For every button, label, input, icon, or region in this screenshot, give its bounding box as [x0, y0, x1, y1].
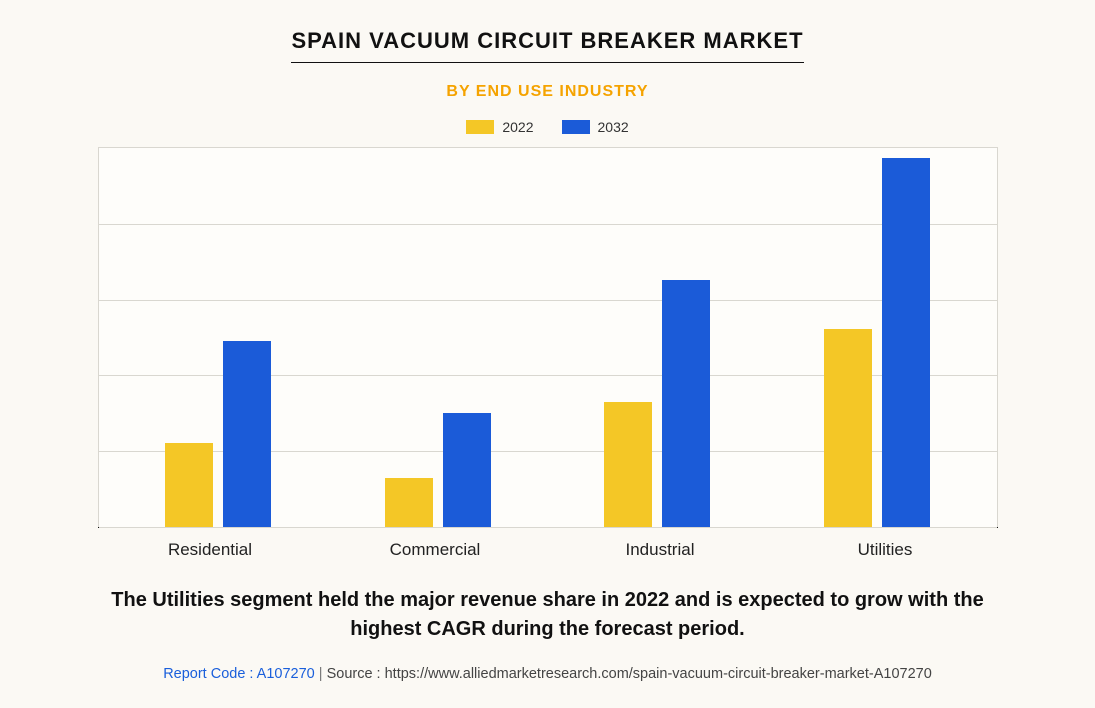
legend-label: 2032 — [598, 119, 629, 135]
bar — [824, 329, 872, 527]
report-code: Report Code : A107270 — [163, 666, 315, 682]
bar — [604, 402, 652, 527]
x-axis-label: Utilities — [795, 540, 975, 560]
bar-group — [128, 341, 308, 527]
bar-group — [567, 280, 747, 527]
bar — [662, 280, 710, 527]
x-axis-label: Commercial — [345, 540, 525, 560]
bar — [385, 478, 433, 527]
legend-swatch — [562, 120, 590, 134]
source-text: Source : https://www.alliedmarketresearc… — [327, 666, 932, 682]
x-axis-label: Industrial — [570, 540, 750, 560]
legend: 2022 2032 — [466, 119, 628, 135]
chart-subtitle: BY END USE INDUSTRY — [446, 83, 648, 101]
legend-swatch — [466, 120, 494, 134]
bar-group — [787, 158, 967, 527]
legend-item: 2032 — [562, 119, 629, 135]
x-axis-label: Residential — [120, 540, 300, 560]
bar-chart — [98, 147, 998, 527]
bar — [165, 443, 213, 527]
bar — [223, 341, 271, 527]
footer-separator: | — [319, 666, 327, 682]
caption: The Utilities segment held the major rev… — [88, 586, 1008, 644]
footer: Report Code : A107270 | Source : https:/… — [163, 666, 932, 682]
x-axis: Residential Commercial Industrial Utilities — [98, 527, 998, 560]
legend-label: 2022 — [502, 119, 533, 135]
bar-group — [348, 413, 528, 527]
chart-title: SPAIN VACUUM CIRCUIT BREAKER MARKET — [291, 28, 803, 63]
legend-item: 2022 — [466, 119, 533, 135]
bar — [443, 413, 491, 527]
chart-container: SPAIN VACUUM CIRCUIT BREAKER MARKET BY E… — [0, 0, 1095, 708]
bar — [882, 158, 930, 527]
